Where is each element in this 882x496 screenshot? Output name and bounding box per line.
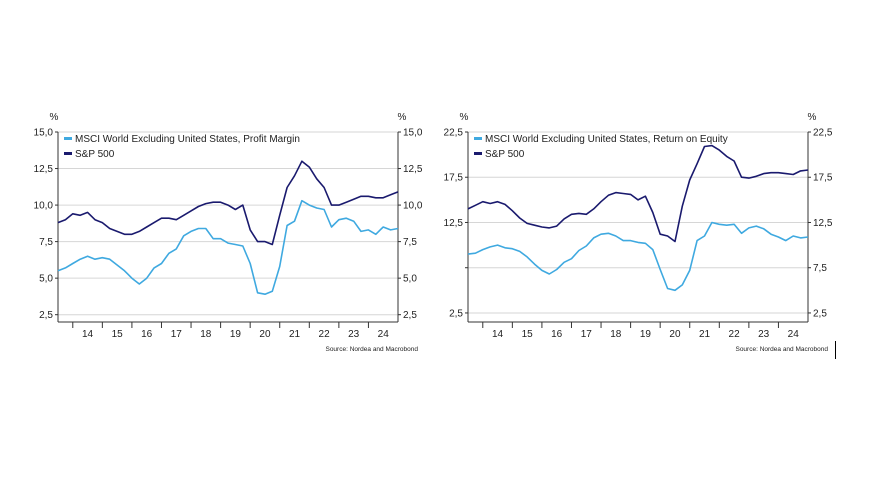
y-tick-label-left: 22,5 [444, 128, 464, 139]
y-tick-label-right: 17,5 [813, 173, 833, 184]
unit-label-left: % [50, 112, 59, 123]
x-tick-label: 18 [610, 329, 622, 340]
x-tick-label: 18 [200, 329, 212, 340]
text-cursor [835, 341, 836, 359]
x-tick-label: 14 [492, 329, 504, 340]
y-tick-label-left: 7,5 [39, 237, 53, 248]
y-tick-label-right: 15,0 [403, 128, 423, 139]
legend-label: S&P 500 [75, 149, 115, 160]
y-tick-label-left: 12,5 [34, 164, 54, 175]
x-tick-label: 24 [788, 329, 800, 340]
x-tick-label: 23 [348, 329, 360, 340]
x-tick-label: 16 [141, 329, 153, 340]
unit-label-left: % [460, 112, 469, 123]
y-tick-label-left: 2,5 [39, 310, 53, 321]
x-tick-label: 22 [319, 329, 331, 340]
x-tick-label: 19 [640, 329, 652, 340]
legend-label: MSCI World Excluding United States, Retu… [485, 134, 728, 145]
x-tick-label: 20 [669, 329, 681, 340]
x-tick-label: 22 [729, 329, 741, 340]
y-tick-label-right: 7,5 [813, 263, 827, 274]
x-tick-label: 15 [522, 329, 534, 340]
x-tick-label: 17 [171, 329, 183, 340]
series-line-sp500 [57, 160, 399, 246]
x-tick-label: 14 [82, 329, 94, 340]
y-tick-label-right: 7,5 [403, 237, 417, 248]
series-line-msci [467, 221, 809, 292]
x-tick-label: 19 [230, 329, 242, 340]
x-tick-label: 21 [699, 329, 711, 340]
source-note: Source: Nordea and Macrobond [735, 346, 828, 353]
legend-label: S&P 500 [485, 149, 525, 160]
legend-label: MSCI World Excluding United States, Prof… [75, 134, 300, 145]
y-tick-label-left: 2,5 [449, 308, 463, 319]
y-tick-label-left: 15,0 [34, 128, 54, 139]
series-line-sp500 [467, 144, 809, 243]
chart-profit-margin: % % 15,0 15,0 12,5 12,5 10,0 10,0 7,5 7,5 5,0 5,0 2,… [34, 112, 423, 353]
x-tick-label: 23 [758, 329, 770, 340]
y-tick-label-left: 12,5 [444, 218, 464, 229]
x-tick-label: 21 [289, 329, 301, 340]
y-tick-label-right: 10,0 [403, 201, 423, 212]
y-tick-label-right: 12,5 [403, 164, 423, 175]
x-tick-label: 24 [378, 329, 390, 340]
source-note: Source: Nordea and Macrobond [325, 346, 418, 353]
y-tick-label-left: 17,5 [444, 173, 464, 184]
x-tick-label: 15 [112, 329, 124, 340]
y-tick-label-left: 5,0 [39, 274, 53, 285]
y-tick-label-left: 10,0 [34, 201, 54, 212]
series-line-msci [57, 199, 399, 296]
chart-return-on-equity: % % 22,5 22,5 17,5 17,5 12,5 12,5 7,5 2,5 2,5 14 15 1… [444, 112, 833, 353]
y-tick-label-right: 2,5 [813, 308, 827, 319]
x-tick-label: 17 [581, 329, 593, 340]
y-tick-label-right: 22,5 [813, 128, 833, 139]
y-tick-label-right: 5,0 [403, 274, 417, 285]
x-tick-label: 16 [551, 329, 563, 340]
x-tick-label: 20 [259, 329, 271, 340]
unit-label-right: % [398, 112, 407, 123]
y-tick-label-right: 2,5 [403, 310, 417, 321]
unit-label-right: % [808, 112, 817, 123]
y-tick-label-right: 12,5 [813, 218, 833, 229]
